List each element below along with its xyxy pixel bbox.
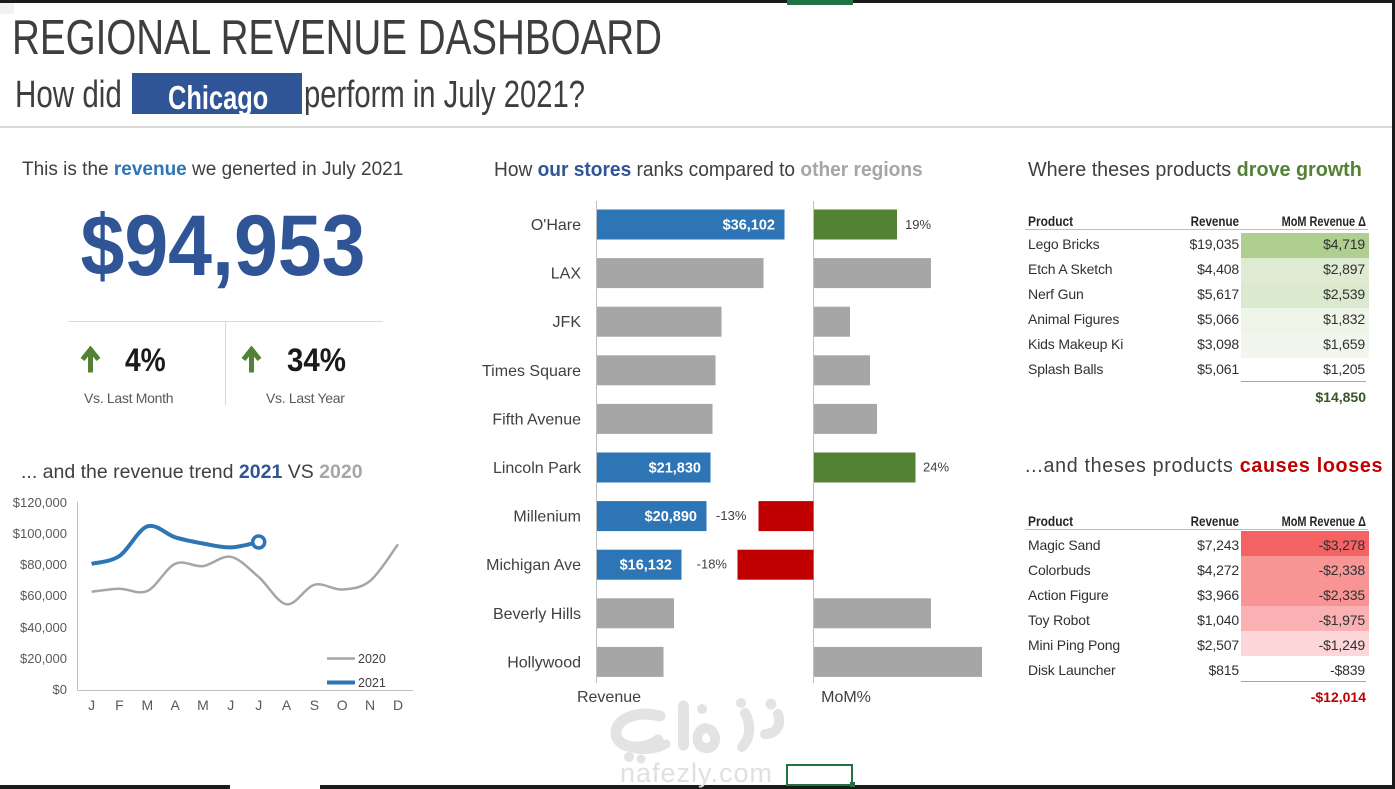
svg-text:Michigan Ave: Michigan Ave — [486, 557, 581, 574]
svg-text:2021: 2021 — [358, 676, 386, 690]
svg-text:24%: 24% — [923, 460, 949, 475]
svg-text:S: S — [310, 697, 319, 713]
svg-text:19%: 19% — [905, 217, 931, 232]
svg-text:$120,000: $120,000 — [13, 495, 67, 510]
svg-text:J: J — [255, 697, 262, 713]
svg-text:$20,890: $20,890 — [645, 509, 697, 525]
svg-text:Lincoln Park: Lincoln Park — [493, 460, 582, 477]
svg-text:-13%: -13% — [716, 508, 747, 523]
svg-text:Fifth Avenue: Fifth Avenue — [492, 411, 581, 428]
svg-text:2020: 2020 — [358, 652, 386, 666]
svg-text:M: M — [197, 697, 209, 713]
svg-text:J: J — [88, 697, 95, 713]
svg-text:$21,830: $21,830 — [649, 461, 701, 477]
svg-text:O'Hare: O'Hare — [531, 217, 581, 234]
svg-text:N: N — [365, 697, 375, 713]
svg-text:M: M — [141, 697, 153, 713]
svg-text:JFK: JFK — [553, 314, 582, 331]
svg-text:MoM%: MoM% — [821, 689, 871, 706]
svg-text:A: A — [171, 697, 181, 713]
svg-text:LAX: LAX — [551, 266, 582, 283]
svg-text:Beverly Hills: Beverly Hills — [493, 606, 581, 623]
svg-text:Times Square: Times Square — [482, 363, 581, 380]
svg-text:Revenue: Revenue — [577, 689, 641, 706]
svg-text:nafezly.com: nafezly.com — [620, 758, 773, 788]
svg-text:$20,000: $20,000 — [20, 651, 67, 666]
svg-text:O: O — [337, 697, 348, 713]
svg-text:$40,000: $40,000 — [20, 620, 67, 635]
svg-text:Hollywood: Hollywood — [507, 654, 581, 671]
svg-text:$80,000: $80,000 — [20, 557, 67, 572]
svg-text:Millenium: Millenium — [513, 509, 581, 526]
svg-text:A: A — [282, 697, 292, 713]
svg-text:J: J — [227, 697, 234, 713]
svg-text:$0: $0 — [53, 682, 67, 697]
svg-text:$60,000: $60,000 — [20, 588, 67, 603]
svg-text:F: F — [115, 697, 124, 713]
svg-text:$36,102: $36,102 — [723, 218, 775, 234]
svg-text:-18%: -18% — [697, 557, 728, 572]
svg-text:$100,000: $100,000 — [13, 526, 67, 541]
svg-text:D: D — [393, 697, 403, 713]
svg-text:$16,132: $16,132 — [620, 558, 672, 574]
